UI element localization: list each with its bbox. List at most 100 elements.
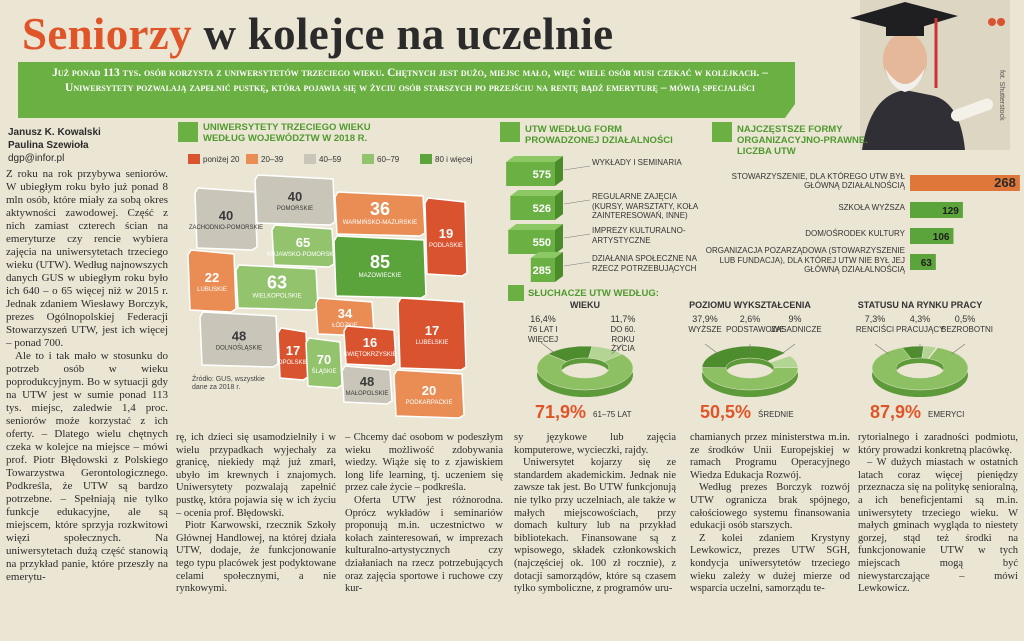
region-value: 34 [338,306,353,321]
legend-swatch [304,154,316,164]
bar-side [555,190,563,220]
article-column: chamianych przez ministerstwa m.in. ze ś… [690,432,850,639]
logo-dot [997,18,1005,26]
category-label: do 60. roku życia [610,325,636,353]
face [883,33,927,87]
author: Paulina Szewioła [8,140,89,151]
article-column: rę, ich dzieci się usamodzielniły i w wi… [176,432,336,639]
region-value: 40 [219,208,233,223]
leader-line [563,261,591,267]
region-name: OPOLSKIE [278,360,308,366]
chart-title: Najczęstsze formy organizacyjno-prawne. … [737,124,868,157]
paragraph: Uniwersytet kojarzy się ze standardem ak… [514,457,676,595]
paragraph: Oferta UTW jest różnorodna. Oprócz wykła… [345,494,503,595]
category-label: bezrobotni [941,325,994,334]
main-category: EMERYCI [928,410,964,419]
panel-title: WIEKU [570,300,600,310]
main-value-label: 71,9% [535,402,586,422]
leader-line [563,165,591,171]
graduate-photo [850,0,1010,150]
region-name: PODKARPACKIE [406,400,453,406]
region-name: KUJAWSKO-POMORSKIE [267,252,339,258]
value-label: 16,4% [530,314,556,324]
region-name: ŚWIĘTOKRZYSKIE [343,350,396,358]
email: dgp@infor.pl [8,153,65,164]
bar [510,196,555,220]
paragraph: Z roku na rok przybywa seniorów. W ubieg… [6,168,168,349]
donut-slice [701,367,799,391]
region-name: MAŁOPOLSKIE [346,391,389,397]
category-label: wyższe [688,325,722,334]
bar-value: 526 [533,203,551,215]
region-value: 48 [232,329,246,344]
bar-top [530,252,563,258]
region-value: 19 [439,226,453,241]
region-value: 65 [296,235,310,250]
diploma [950,98,994,122]
article-column: – Chcemy dać osobom w podeszłym wieku mo… [345,432,503,639]
region-name: LUBELSKIE [416,340,449,346]
chart-title: UTW według form prowadzonej działalności [525,124,673,146]
headline: Seniorzy w kolejce na uczelnie [22,8,613,60]
bar-value: 268 [994,175,1016,190]
legend-label: 20–39 [261,155,284,164]
bar-value: 63 [921,258,933,269]
region [333,235,427,299]
region [199,311,279,368]
bar-side [555,156,563,186]
region-name: ZACHODNIO-POMORSKIE [189,225,263,231]
paragraph: rytorialnego i zaradności podmiotu, któr… [858,432,1018,456]
bar-value: 550 [533,237,551,249]
category-label: zasadnicze [771,325,822,334]
legend-label: 60–79 [377,155,400,164]
leader-line [563,199,591,205]
value-label: 2,6% [740,314,761,324]
bar-side [555,252,563,282]
chart-title: Uniwersytety trzeciego wieku według woje… [203,122,371,144]
bar-top [506,156,563,162]
bar-label: Regularne zajęcia (kursy, warsztaty, koł… [592,192,698,220]
region-name: MAZOWIECKIE [359,273,402,279]
legend-swatch [188,154,200,164]
paragraph: sy językowe lub zajęcia komputerowe, wyc… [514,432,676,456]
bar [910,175,1020,191]
beard [885,68,925,92]
region-value: 70 [317,352,331,367]
main-category: ŚREDNIE [758,410,794,419]
region-name: DOLNOŚLĄSKIE [216,344,262,352]
bar-value: 285 [533,265,551,277]
leader-line [542,343,556,355]
section-icon [178,122,198,142]
photo-credit: fot. Shutterstock [998,70,1005,121]
paragraph: chamianych przez ministerstwa m.in. ze ś… [690,432,850,481]
category-label: renciści [855,325,895,334]
paragraph: – Chcemy dać osobom w podeszłym wieku mo… [345,432,503,494]
value-label: 0,5% [955,314,976,324]
value-label: 9% [788,314,801,324]
region [187,249,237,313]
legend-swatch [362,154,374,164]
main-value-label: 50,5% [700,402,751,422]
bar [506,162,555,186]
leader-line [704,343,719,355]
paragraph: Według prezes Borczyk rozwój UTW ogranic… [690,482,850,532]
bar-label: Działania społeczne na rzecz potrzebując… [592,254,697,273]
main-value-label: 87,9% [870,402,921,422]
legend-label: 80 i więcej [435,155,473,164]
section-icon [500,122,520,142]
region [393,369,465,419]
region [397,297,467,371]
mortarboard [850,2,958,32]
article-column: Z roku na rok przybywa seniorów. W ubieg… [6,168,168,638]
region-name: LUBUSKIE [197,287,227,293]
region [305,337,343,389]
bar-value: 106 [933,232,950,243]
legend-label: poniżej 20 [203,155,240,164]
bar-top [510,190,563,196]
region-name: PODLASKIE [429,243,463,249]
section-icon [508,285,524,301]
paragraph: Ale to i tak mało w stosunku do potrzeb … [6,350,168,583]
